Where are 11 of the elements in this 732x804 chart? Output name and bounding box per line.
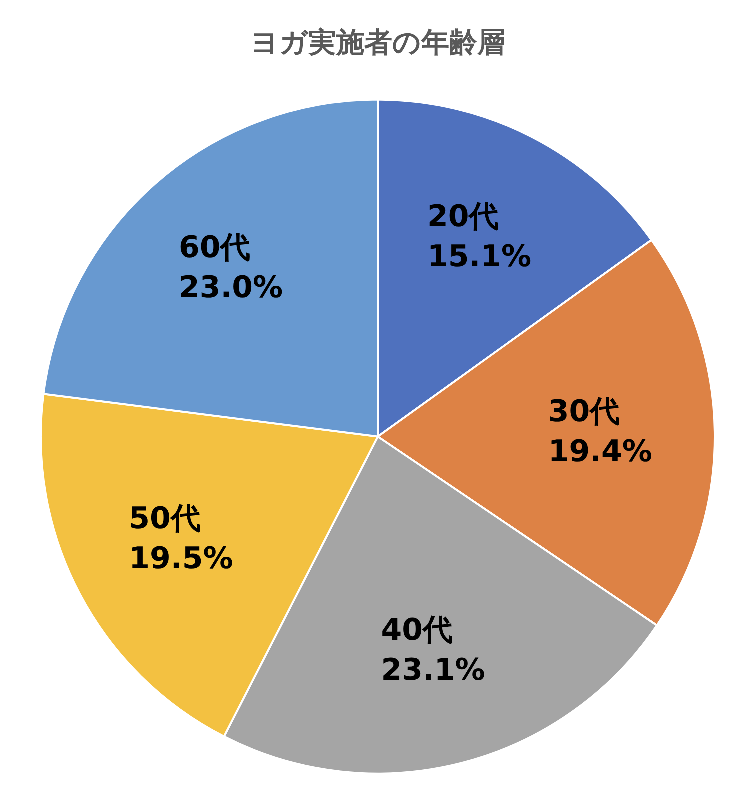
data-label: 19.4% bbox=[548, 434, 652, 470]
slice-label: 60代 bbox=[178, 230, 251, 266]
data-label: 23.1% bbox=[381, 653, 486, 688]
data-label: 19.5% bbox=[129, 541, 234, 576]
slice-label: 40代 bbox=[381, 613, 453, 648]
data-label: 15.1% bbox=[427, 240, 532, 275]
slice-label: 50代 bbox=[129, 501, 201, 536]
slice-label: 20代 bbox=[427, 200, 500, 235]
slice-label: 30代 bbox=[548, 394, 620, 430]
chart-title: ヨガ実施者の年齢層 bbox=[250, 26, 506, 60]
data-label: 23.0% bbox=[178, 270, 284, 306]
